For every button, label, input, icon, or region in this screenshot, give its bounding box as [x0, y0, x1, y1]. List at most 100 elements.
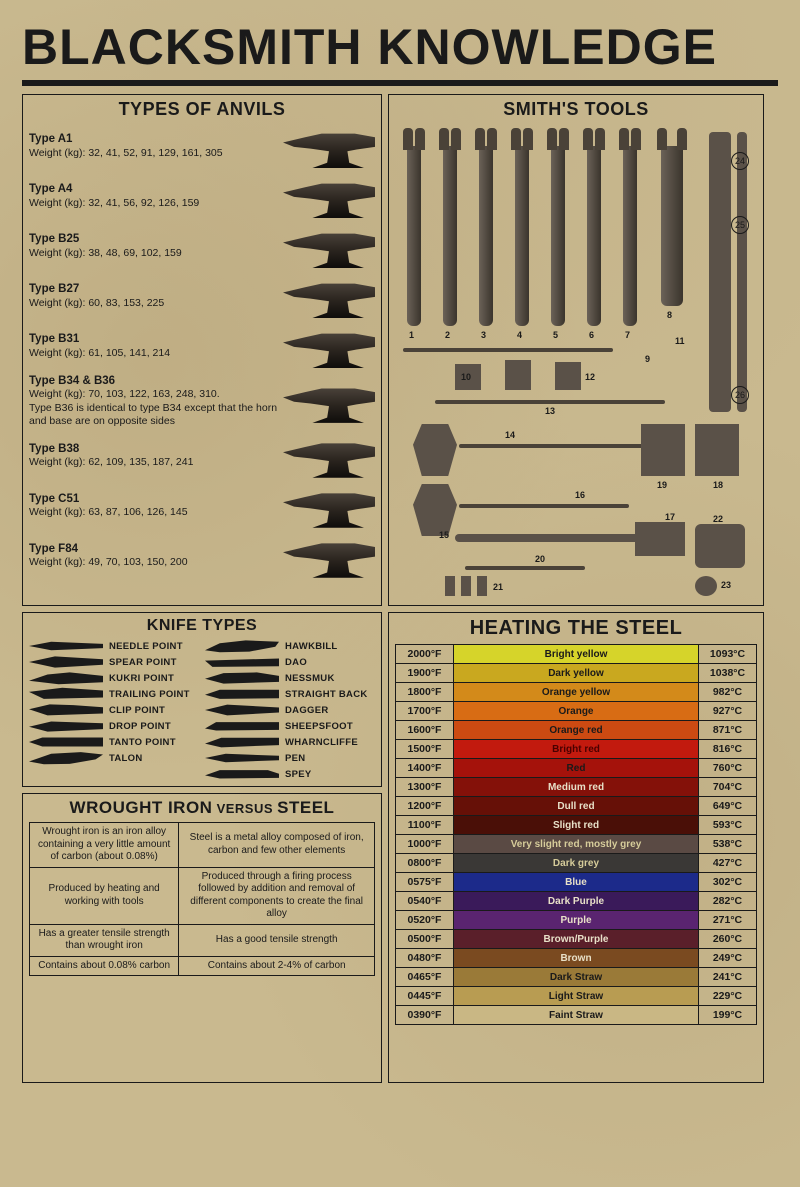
- tools-heading: SMITH'S TOOLS: [395, 99, 757, 120]
- tool-number: 17: [665, 512, 675, 522]
- heating-color: Dark yellow: [454, 664, 699, 683]
- heating-tempf: 0390°F: [396, 1006, 454, 1025]
- heating-tempf: 2000°F: [396, 645, 454, 664]
- knife-shape-icon: [29, 639, 103, 653]
- knife-label: SPEAR POINT: [109, 657, 177, 668]
- heating-tempc: 816°C: [699, 740, 757, 759]
- knife-shape-icon: [205, 719, 279, 733]
- heating-color: Red: [454, 759, 699, 778]
- heating-row: 1800°FOrange yellow982°C: [396, 683, 757, 702]
- tools-illustration: 1 2 3 4 5 6 7 8 24 25 26 9 10 11 12 13: [395, 124, 757, 602]
- tool-number: 10: [461, 372, 471, 382]
- knife-shape-icon: [29, 687, 103, 701]
- wrought-cell: Wrought iron is an iron alloy containing…: [30, 823, 179, 868]
- knife-row: SPEAR POINT: [29, 655, 199, 669]
- heating-tempf: 0465°F: [396, 968, 454, 987]
- tool-number: 12: [585, 372, 595, 382]
- heating-tempc: 704°C: [699, 778, 757, 797]
- heating-color: Dark Straw: [454, 968, 699, 987]
- heating-tempc: 927°C: [699, 702, 757, 721]
- anvil-icon: [283, 534, 375, 578]
- heating-color: Brown/Purple: [454, 930, 699, 949]
- tool-number: 25: [731, 216, 749, 234]
- anvil-row: Type B27Weight (kg): 60, 83, 153, 225: [29, 274, 375, 318]
- anvil-text: Type C51Weight (kg): 63, 87, 106, 126, 1…: [29, 492, 283, 520]
- tool-number: 7: [625, 330, 630, 340]
- wrought-row: Wrought iron is an iron alloy containing…: [30, 823, 375, 868]
- heating-heading: HEATING THE STEEL: [395, 617, 757, 640]
- knife-row: CLIP POINT: [29, 703, 199, 717]
- tool-number: 9: [645, 354, 650, 364]
- heating-row: 2000°FBright yellow1093°C: [396, 645, 757, 664]
- knife-shape-icon: [205, 687, 279, 701]
- knife-label: SPEY: [285, 769, 312, 780]
- heating-row: 0800°FDark grey427°C: [396, 854, 757, 873]
- knife-row: PEN: [205, 751, 375, 765]
- heating-tempc: 649°C: [699, 797, 757, 816]
- heating-tempf: 0445°F: [396, 987, 454, 1006]
- tool-number: 5: [553, 330, 558, 340]
- heating-tempf: 1200°F: [396, 797, 454, 816]
- anvil-text: Type A1Weight (kg): 32, 41, 52, 91, 129,…: [29, 132, 283, 160]
- anvil-icon: [283, 379, 375, 423]
- anvil-icon: [283, 274, 375, 318]
- knife-shape-icon: [29, 703, 103, 717]
- anvil-icon: [283, 174, 375, 218]
- tool-number: 8: [667, 310, 672, 320]
- tool-number: 3: [481, 330, 486, 340]
- knife-shape-icon: [29, 751, 103, 765]
- heating-tempc: 871°C: [699, 721, 757, 740]
- wrought-row: Produced by heating and working with too…: [30, 867, 375, 924]
- heating-tempf: 0540°F: [396, 892, 454, 911]
- anvils-panel: TYPES OF ANVILS Type A1Weight (kg): 32, …: [22, 94, 382, 606]
- tool-number: 1: [409, 330, 414, 340]
- knife-label: TANTO POINT: [109, 737, 176, 748]
- heating-row: 0575°FBlue302°C: [396, 873, 757, 892]
- knife-shape-icon: [205, 655, 279, 669]
- heating-row: 1400°FRed760°C: [396, 759, 757, 778]
- tool-number: 2: [445, 330, 450, 340]
- heating-tempf: 0800°F: [396, 854, 454, 873]
- heating-tempf: 1100°F: [396, 816, 454, 835]
- knife-shape-icon: [205, 735, 279, 749]
- knives-heading: KNIFE TYPES: [29, 617, 375, 635]
- knife-row: TALON: [29, 751, 199, 765]
- wrought-cell: Produced by heating and working with too…: [30, 867, 179, 924]
- heating-color: Orange yellow: [454, 683, 699, 702]
- heating-color: Medium red: [454, 778, 699, 797]
- heating-tempf: 1000°F: [396, 835, 454, 854]
- heating-row: 1700°FOrange927°C: [396, 702, 757, 721]
- wrought-cell: Has a good tensile strength: [179, 924, 375, 956]
- tool-number: 6: [589, 330, 594, 340]
- heating-tempf: 1400°F: [396, 759, 454, 778]
- heating-row: 0390°FFaint Straw199°C: [396, 1006, 757, 1025]
- heating-tempf: 0520°F: [396, 911, 454, 930]
- heating-row: 1900°FDark yellow1038°C: [396, 664, 757, 683]
- knife-row: SHEEPSFOOT: [205, 719, 375, 733]
- heating-tempc: 249°C: [699, 949, 757, 968]
- heating-tempc: 538°C: [699, 835, 757, 854]
- heating-color: Slight red: [454, 816, 699, 835]
- knife-shape-icon: [29, 719, 103, 733]
- tool-number: 19: [657, 480, 667, 490]
- heating-color: Very slight red, mostly grey: [454, 835, 699, 854]
- knife-label: WHARNCLIFFE: [285, 737, 358, 748]
- knife-row: DAO: [205, 655, 375, 669]
- knife-label: PEN: [285, 753, 305, 764]
- heating-color: Orange red: [454, 721, 699, 740]
- knife-label: TRAILING POINT: [109, 689, 190, 700]
- anvil-icon: [283, 434, 375, 478]
- anvil-row: Type B38Weight (kg): 62, 109, 135, 187, …: [29, 434, 375, 478]
- heating-row: 1600°FOrange red871°C: [396, 721, 757, 740]
- heating-color: Dull red: [454, 797, 699, 816]
- anvil-text: Type B34 & B36Weight (kg): 70, 103, 122,…: [29, 374, 283, 428]
- knife-label: DAGGER: [285, 705, 329, 716]
- knife-shape-icon: [29, 671, 103, 685]
- wrought-cell: Produced through a firing process follow…: [179, 867, 375, 924]
- heating-tempf: 1300°F: [396, 778, 454, 797]
- heating-tempc: 241°C: [699, 968, 757, 987]
- knife-row: NEEDLE POINT: [29, 639, 199, 653]
- anvil-icon: [283, 484, 375, 528]
- heating-row: 0500°FBrown/Purple260°C: [396, 930, 757, 949]
- anvil-text: Type F84Weight (kg): 49, 70, 103, 150, 2…: [29, 542, 283, 570]
